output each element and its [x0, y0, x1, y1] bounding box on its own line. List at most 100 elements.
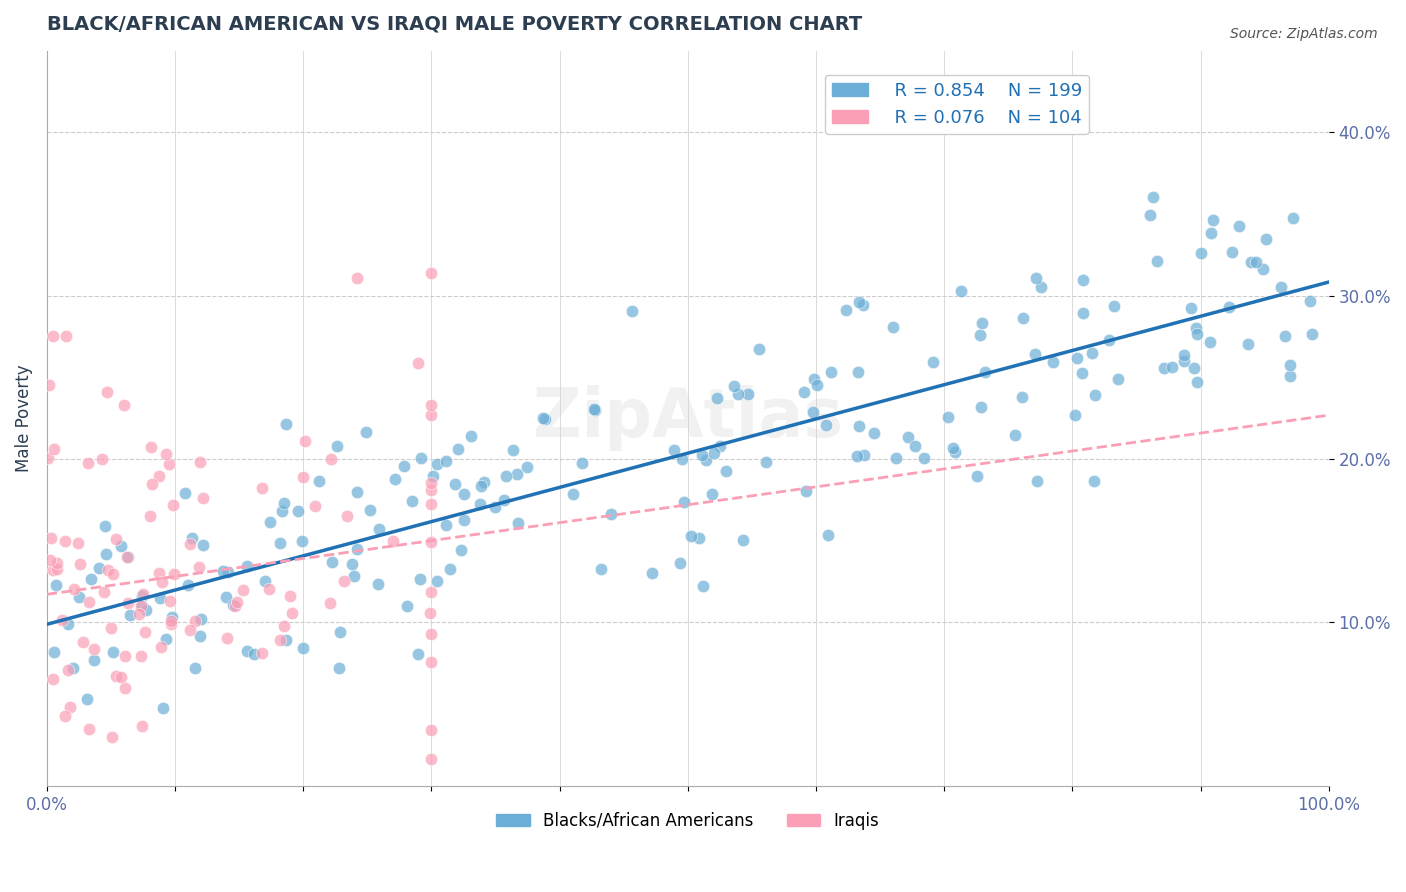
- Point: [217, 632, 239, 646]
- Point: [42, 328, 65, 343]
- Text: Source: ZipAtlas.com: Source: ZipAtlas.com: [1230, 27, 1378, 41]
- Point: [422, 468, 444, 483]
- Point: [848, 419, 870, 434]
- Point: [912, 450, 935, 465]
- Point: [1184, 320, 1206, 334]
- Point: [1182, 361, 1205, 376]
- Point: [53, 533, 76, 548]
- Point: [589, 562, 612, 576]
- Point: [1281, 211, 1303, 225]
- Point: [193, 538, 215, 552]
- Text: ZipAtlas: ZipAtlas: [533, 385, 842, 451]
- Point: [77, 595, 100, 609]
- Point: [97, 563, 120, 577]
- Point: [1025, 271, 1047, 285]
- Point: [308, 474, 330, 488]
- Point: [367, 576, 389, 591]
- Point: [426, 457, 449, 471]
- Point: [494, 492, 516, 507]
- Point: [727, 387, 749, 401]
- Point: [436, 454, 458, 468]
- Point: [236, 644, 259, 658]
- Point: [115, 549, 138, 564]
- Point: [224, 599, 246, 613]
- Point: [714, 464, 737, 478]
- Point: [1071, 306, 1094, 320]
- Point: [51, 613, 73, 627]
- Point: [45, 577, 67, 591]
- Point: [69, 591, 91, 605]
- Point: [356, 425, 378, 440]
- Point: [319, 596, 342, 610]
- Point: [343, 569, 366, 583]
- Point: [966, 468, 988, 483]
- Point: [114, 648, 136, 663]
- Point: [1274, 328, 1296, 343]
- Point: [42, 645, 65, 659]
- Point: [453, 513, 475, 527]
- Point: [1004, 427, 1026, 442]
- Point: [814, 417, 837, 432]
- Point: [884, 450, 907, 465]
- Point: [748, 342, 770, 356]
- Point: [94, 519, 117, 533]
- Point: [1071, 366, 1094, 380]
- Point: [1244, 255, 1267, 269]
- Point: [89, 561, 111, 575]
- Point: [367, 522, 389, 536]
- Point: [1240, 255, 1263, 269]
- Point: [249, 825, 271, 839]
- Point: [1042, 355, 1064, 369]
- Point: [1012, 311, 1035, 326]
- Point: [269, 633, 291, 648]
- Point: [583, 402, 606, 417]
- Point: [970, 400, 993, 414]
- Point: [671, 451, 693, 466]
- Point: [690, 448, 713, 462]
- Point: [131, 719, 153, 733]
- Point: [274, 632, 297, 647]
- Point: [439, 562, 461, 576]
- Point: [273, 619, 295, 633]
- Point: [117, 596, 139, 610]
- Point: [90, 869, 112, 883]
- Point: [131, 599, 153, 614]
- Point: [420, 483, 443, 497]
- Point: [508, 516, 530, 531]
- Point: [135, 602, 157, 616]
- Point: [1098, 333, 1121, 347]
- Point: [160, 616, 183, 631]
- Point: [969, 328, 991, 343]
- Point: [257, 582, 280, 596]
- Point: [420, 655, 443, 669]
- Point: [395, 599, 418, 613]
- Point: [1160, 359, 1182, 374]
- Point: [69, 557, 91, 571]
- Point: [291, 534, 314, 549]
- Point: [1251, 261, 1274, 276]
- Point: [794, 483, 817, 498]
- Point: [215, 590, 238, 604]
- Point: [77, 722, 100, 736]
- Point: [225, 595, 247, 609]
- Point: [80, 572, 103, 586]
- Point: [1220, 244, 1243, 259]
- Point: [155, 632, 177, 647]
- Point: [321, 555, 343, 569]
- Point: [346, 271, 368, 285]
- Point: [1029, 280, 1052, 294]
- Point: [664, 443, 686, 458]
- Point: [53, 709, 76, 723]
- Point: [160, 614, 183, 628]
- Point: [46, 557, 69, 571]
- Point: [139, 440, 162, 454]
- Point: [817, 528, 839, 542]
- Point: [755, 455, 778, 469]
- Text: BLACK/AFRICAN AMERICAN VS IRAQI MALE POVERTY CORRELATION CHART: BLACK/AFRICAN AMERICAN VS IRAQI MALE POV…: [46, 15, 862, 34]
- Point: [401, 493, 423, 508]
- Point: [76, 692, 98, 706]
- Point: [181, 531, 204, 545]
- Point: [55, 329, 77, 343]
- Point: [409, 572, 432, 586]
- Point: [460, 429, 482, 443]
